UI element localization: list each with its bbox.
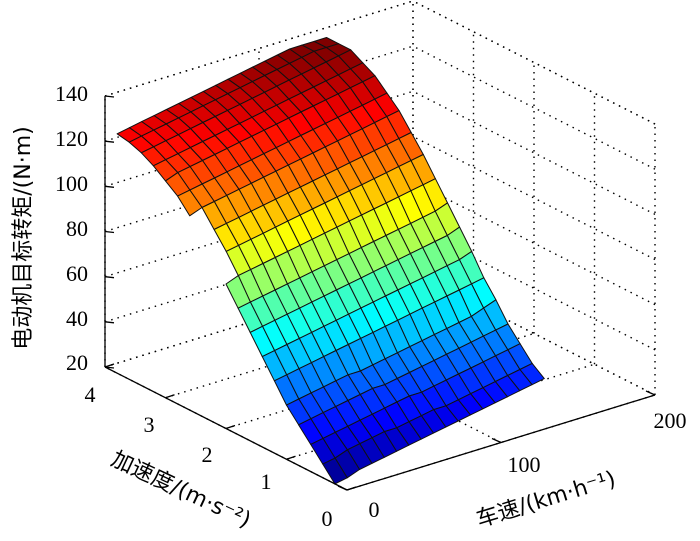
z-tick-mark: [104, 276, 115, 279]
z-tick-label: 140: [55, 81, 88, 106]
z-tick-label: 60: [66, 261, 88, 286]
surface-layer: [116, 37, 545, 485]
y-tick-labels: 0 1 2 3 4: [85, 382, 333, 531]
y-tick-label: 2: [202, 442, 213, 467]
z-tick-label: 100: [55, 171, 88, 196]
z-axis-title: 电动机目标转矩/(N·m): [11, 126, 36, 349]
surface-patch: [177, 189, 203, 217]
y-axis-title: 加速度/(m·s⁻²): [107, 447, 254, 533]
z-tick-mark: [104, 95, 115, 98]
y-tick-label: 4: [85, 382, 96, 407]
x-tick-mark: [645, 390, 656, 396]
x-tick-labels: 0 100 200: [369, 408, 687, 522]
x-tick-label: 0: [369, 497, 380, 522]
y-tick-mark: [165, 394, 175, 399]
frame-layer: [104, 95, 656, 491]
z-tick-mark: [104, 185, 115, 188]
z-tick-label: 80: [66, 216, 88, 241]
y-tick-mark: [346, 486, 357, 491]
x-tick-mark: [491, 437, 502, 444]
x-tick-mark: [337, 485, 348, 491]
z-tick-mark: [104, 321, 115, 324]
y-tick-mark: [286, 455, 296, 460]
z-tick-mark: [104, 230, 115, 234]
y-tick-label: 1: [261, 469, 272, 494]
x-tick-label: 100: [508, 452, 541, 477]
z-tick-labels: 20 40 60 80 100 120 140: [55, 81, 88, 375]
y-tick-mark: [104, 363, 115, 368]
z-tick-label: 40: [66, 306, 88, 331]
y-tick-mark: [225, 424, 236, 430]
x-axis-title: 车速/(km·h⁻¹): [474, 467, 619, 533]
y-tick-label: 3: [144, 412, 155, 437]
x-tick-label: 200: [654, 408, 687, 433]
z-tick-label: 20: [66, 350, 88, 375]
z-tick-label: 120: [55, 126, 88, 151]
y-tick-label: 0: [322, 506, 333, 531]
z-tick-mark: [104, 140, 115, 143]
surface-patch: [322, 457, 348, 485]
